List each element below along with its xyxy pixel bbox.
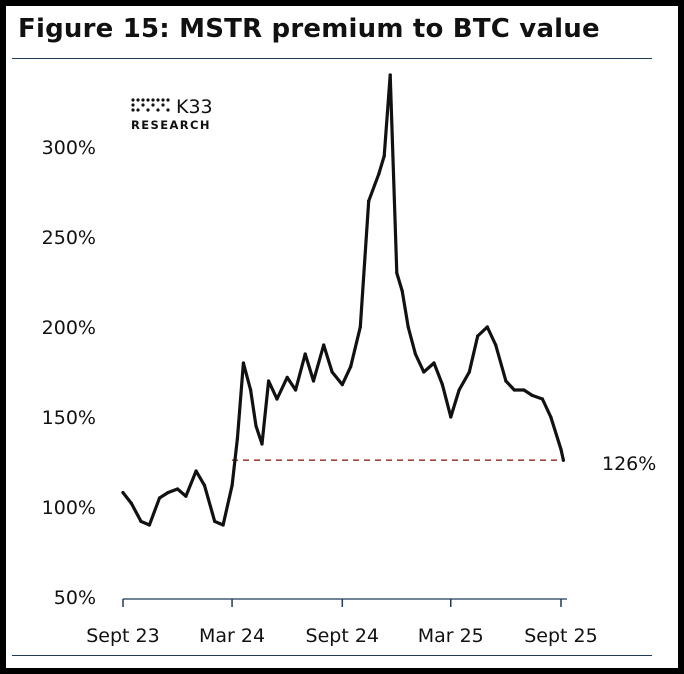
data-point (166, 491, 170, 495)
data-point (213, 519, 217, 524)
data-point (432, 361, 436, 365)
data-point (254, 424, 258, 428)
data-point (457, 388, 461, 392)
x-tick-label: Mar 24 (199, 625, 265, 647)
data-point (549, 415, 553, 419)
data-point (202, 483, 207, 487)
data-point (400, 289, 404, 293)
data-point (285, 375, 289, 379)
data-point (221, 523, 225, 527)
data-point (449, 415, 453, 419)
y-tick-label: 100% (42, 497, 96, 519)
data-point (367, 199, 371, 203)
logo-name: K33 (176, 96, 213, 118)
x-tick-label: Sept 24 (306, 625, 379, 647)
y-tick-label: 250% (42, 227, 96, 249)
data-point (275, 397, 279, 401)
data-point (485, 325, 489, 329)
data-point (235, 437, 240, 441)
data-point (293, 388, 298, 392)
data-point (395, 271, 399, 275)
k33-logo-mark (131, 98, 170, 112)
plot-area: 126% (121, 73, 656, 527)
data-point (559, 447, 563, 451)
data-point (330, 370, 334, 374)
data-point (139, 519, 143, 524)
data-point (121, 491, 125, 495)
data-point (413, 352, 417, 356)
x-tick-label: Sept 23 (86, 625, 159, 647)
data-point (522, 388, 526, 392)
x-tick-label: Mar 25 (418, 625, 484, 647)
data-point (129, 501, 133, 505)
data-point (422, 370, 426, 374)
data-point (147, 523, 151, 527)
figure-title: Figure 15: MSTR premium to BTC value (18, 14, 600, 44)
data-point (241, 361, 246, 365)
y-tick-label: 50% (54, 587, 96, 609)
data-point (377, 172, 381, 176)
series-line (121, 73, 565, 527)
data-point (184, 494, 188, 498)
data-point (267, 379, 271, 383)
logo-sub: RESEARCH (131, 118, 211, 132)
k33-logo: K33 RESEARCH (131, 96, 213, 132)
data-point (260, 442, 264, 446)
data-point (561, 458, 565, 462)
data-point (175, 487, 180, 491)
data-point (494, 343, 498, 347)
data-point (322, 343, 326, 347)
data-point (349, 365, 353, 369)
y-tick-label: 200% (42, 317, 96, 339)
data-point (230, 483, 234, 487)
data-point (476, 334, 480, 338)
data-point (358, 325, 362, 329)
data-point (530, 393, 534, 397)
data-point (388, 73, 392, 77)
data-point (194, 469, 198, 473)
data-point (512, 388, 516, 392)
data-point (440, 383, 444, 387)
data-point (249, 388, 253, 392)
y-tick-label: 300% (42, 137, 96, 159)
y-tick-label: 150% (42, 407, 96, 429)
data-point (467, 370, 471, 374)
data-point (504, 379, 508, 383)
data-point (157, 496, 162, 500)
data-point (382, 154, 386, 158)
bottom-rule (12, 655, 652, 656)
data-point (406, 325, 410, 329)
title-rule (12, 58, 652, 59)
data-point (540, 397, 545, 401)
x-tick-label: Sept 25 (524, 625, 597, 647)
data-point (340, 383, 344, 387)
data-point (311, 379, 316, 383)
reference-label: 126% (602, 453, 656, 475)
data-point (303, 352, 307, 356)
x-axis: Sept 23 Mar 24 Sept 24 Mar 25 Sept 25 (86, 598, 598, 647)
y-axis: 50% 100% 150% 200% 250% 300% (42, 137, 96, 609)
